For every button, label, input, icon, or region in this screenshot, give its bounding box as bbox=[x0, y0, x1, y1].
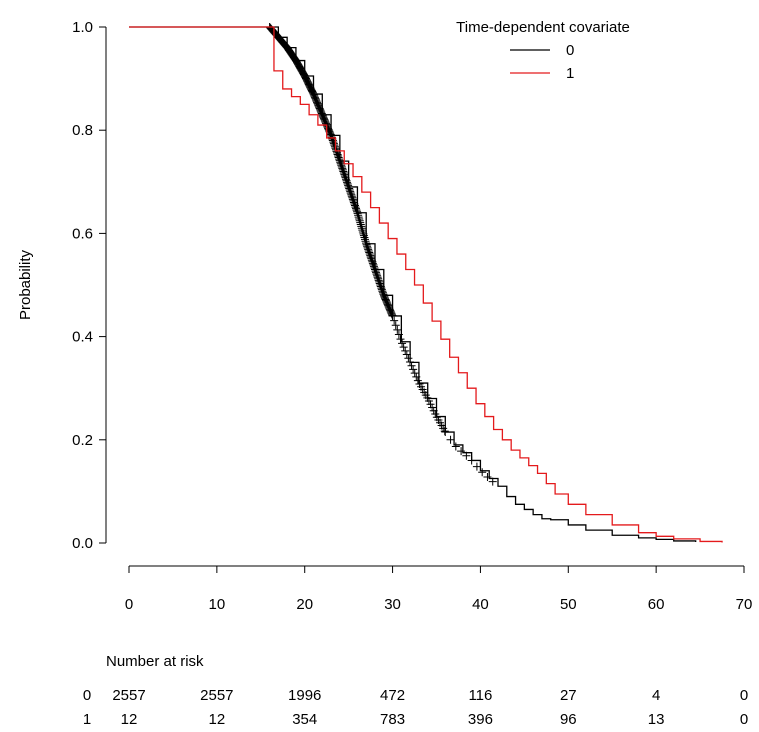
censor-mark bbox=[388, 311, 397, 320]
censor-mark bbox=[360, 233, 369, 242]
risk-table-title: Number at risk bbox=[106, 653, 204, 670]
censor-mark bbox=[428, 403, 437, 412]
legend-label-1: 1 bbox=[566, 65, 574, 82]
x-tick-label: 50 bbox=[560, 596, 577, 613]
risk-row-group: 1 bbox=[83, 711, 91, 728]
x-tick-label: 40 bbox=[472, 596, 489, 613]
censor-mark bbox=[483, 472, 492, 481]
y-tick-label: 0.8 bbox=[72, 122, 93, 139]
censor-mark bbox=[387, 310, 396, 319]
censor-mark bbox=[360, 235, 369, 244]
censor-mark bbox=[457, 447, 466, 456]
censor-mark bbox=[441, 428, 450, 437]
legend-label-0: 0 bbox=[566, 42, 574, 59]
risk-count: 116 bbox=[468, 687, 492, 704]
censor-mark bbox=[412, 372, 421, 381]
censor-mark bbox=[354, 211, 363, 220]
censor-mark bbox=[358, 227, 367, 236]
censor-mark bbox=[358, 226, 367, 235]
censor-mark bbox=[399, 343, 408, 352]
risk-count: 96 bbox=[560, 711, 577, 728]
y-axis: 0.0 0.2 0.4 0.6 0.8 1.0 bbox=[72, 19, 107, 552]
risk-count: 27 bbox=[560, 687, 577, 704]
x-tick-label: 70 bbox=[736, 596, 753, 613]
risk-count: 2557 bbox=[112, 687, 145, 704]
legend-title: Time-dependent covariate bbox=[456, 19, 630, 36]
risk-count: 783 bbox=[380, 711, 405, 728]
censor-mark bbox=[424, 397, 433, 406]
censor-mark bbox=[359, 229, 368, 238]
x-tick-label: 60 bbox=[648, 596, 665, 613]
censor-mark bbox=[354, 213, 363, 222]
risk-count: 354 bbox=[292, 711, 317, 728]
censor-mark bbox=[410, 369, 419, 378]
legend: Time-dependent covariate 0 1 bbox=[456, 19, 630, 82]
censor-mark bbox=[356, 220, 365, 229]
risk-count: 396 bbox=[468, 711, 493, 728]
censor-mark bbox=[440, 427, 449, 436]
censor-mark bbox=[413, 376, 422, 385]
censor-mark bbox=[356, 218, 365, 227]
censor-mark bbox=[396, 335, 405, 344]
censor-mark bbox=[362, 239, 371, 248]
censor-mark bbox=[488, 477, 497, 486]
x-tick-label: 0 bbox=[125, 596, 133, 613]
censor-mark bbox=[402, 350, 411, 359]
censor-mark bbox=[426, 400, 435, 409]
y-tick-label: 1.0 bbox=[72, 19, 93, 36]
y-tick-label: 0.4 bbox=[72, 329, 93, 346]
censor-mark bbox=[361, 237, 370, 246]
risk-count: 0 bbox=[740, 687, 748, 704]
censor-mark bbox=[390, 316, 399, 325]
censor-mark bbox=[355, 216, 364, 225]
censor-mark bbox=[398, 339, 407, 348]
censor-mark bbox=[393, 325, 402, 334]
y-tick-label: 0.0 bbox=[72, 535, 93, 552]
x-axis: 0 10 20 30 40 50 60 70 bbox=[125, 565, 753, 613]
censor-mark bbox=[462, 451, 471, 460]
risk-count: 4 bbox=[652, 687, 660, 704]
x-tick-label: 10 bbox=[209, 596, 226, 613]
censor-mark bbox=[353, 207, 362, 216]
risk-row-group: 0 bbox=[83, 687, 91, 704]
risk-count: 472 bbox=[380, 687, 405, 704]
risk-count: 13 bbox=[648, 711, 665, 728]
censor-marks-0 bbox=[265, 23, 497, 486]
censor-mark bbox=[352, 206, 361, 215]
censor-mark bbox=[359, 231, 368, 240]
risk-count: 12 bbox=[209, 711, 226, 728]
censor-mark bbox=[451, 442, 460, 451]
censor-mark bbox=[472, 462, 481, 471]
series-line-1 bbox=[129, 26, 723, 543]
censor-mark bbox=[429, 406, 438, 415]
censor-mark bbox=[404, 354, 413, 363]
censor-mark bbox=[478, 468, 487, 477]
risk-count: 2557 bbox=[200, 687, 233, 704]
censor-mark bbox=[446, 435, 455, 444]
censor-mark bbox=[357, 224, 366, 233]
censor-mark bbox=[407, 361, 416, 370]
plot-area bbox=[129, 23, 723, 543]
censor-mark bbox=[409, 365, 418, 374]
x-tick-label: 30 bbox=[384, 596, 401, 613]
censor-mark bbox=[353, 209, 362, 218]
y-tick-label: 0.6 bbox=[72, 225, 93, 242]
censor-mark bbox=[401, 346, 410, 355]
risk-table: Number at risk 0 2557 2557 1996 472 116 27 4 0 1 1… bbox=[83, 653, 748, 728]
y-tick-label: 0.2 bbox=[72, 432, 93, 449]
risk-count: 0 bbox=[740, 711, 748, 728]
censor-mark bbox=[467, 456, 476, 465]
risk-count: 1996 bbox=[288, 687, 321, 704]
series-line-0 bbox=[129, 26, 697, 542]
censor-mark bbox=[391, 321, 400, 330]
censor-mark bbox=[357, 222, 366, 231]
censor-mark bbox=[405, 357, 414, 366]
x-tick-label: 20 bbox=[296, 596, 313, 613]
risk-count: 12 bbox=[121, 711, 138, 728]
censor-mark bbox=[355, 214, 364, 223]
censor-mark bbox=[394, 330, 403, 339]
y-axis-label: Probability bbox=[17, 249, 34, 320]
